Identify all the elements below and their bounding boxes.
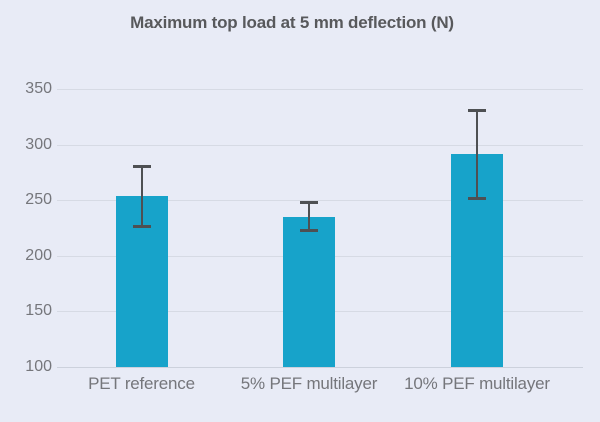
error-bar-line-1 <box>140 164 143 228</box>
y-tick-label-300: 300 <box>25 135 52 153</box>
error-bar-top-cap-1 <box>132 164 151 168</box>
error-bar-bottom-cap-3 <box>468 197 486 201</box>
error-bar-bottom-cap-1 <box>132 225 151 228</box>
gridline-250 <box>57 200 583 202</box>
chart-title: Maximum top load at 5 mm deflection (N) <box>130 13 454 32</box>
y-tick-label-150: 150 <box>25 302 52 320</box>
error-bar-top-cap-3 <box>468 109 486 113</box>
error-bar-line-3 <box>476 109 478 201</box>
y-tick-label-200: 200 <box>25 246 52 264</box>
x-axis-label-1: PET reference <box>88 374 195 393</box>
x-axis-label-3: 10% PEF multilayer <box>404 374 550 393</box>
gridline-350 <box>57 89 583 90</box>
gridline-300 <box>57 144 583 146</box>
y-tick-label-100: 100 <box>25 358 52 375</box>
bar-2 <box>283 216 335 367</box>
gridline-100 <box>57 367 583 368</box>
y-tick-label-350: 350 <box>25 80 52 97</box>
error-bar-line-2 <box>308 201 310 233</box>
error-bar-bottom-cap-2 <box>300 229 318 233</box>
plot-area <box>57 89 583 368</box>
y-tick-label-250: 250 <box>25 191 52 209</box>
error-bar-top-cap-2 <box>300 201 318 205</box>
y-axis-tick-labels: 100 150 200 250 300 350 <box>0 80 52 375</box>
x-axis-label-2: 5% PEF multilayer <box>240 374 378 393</box>
